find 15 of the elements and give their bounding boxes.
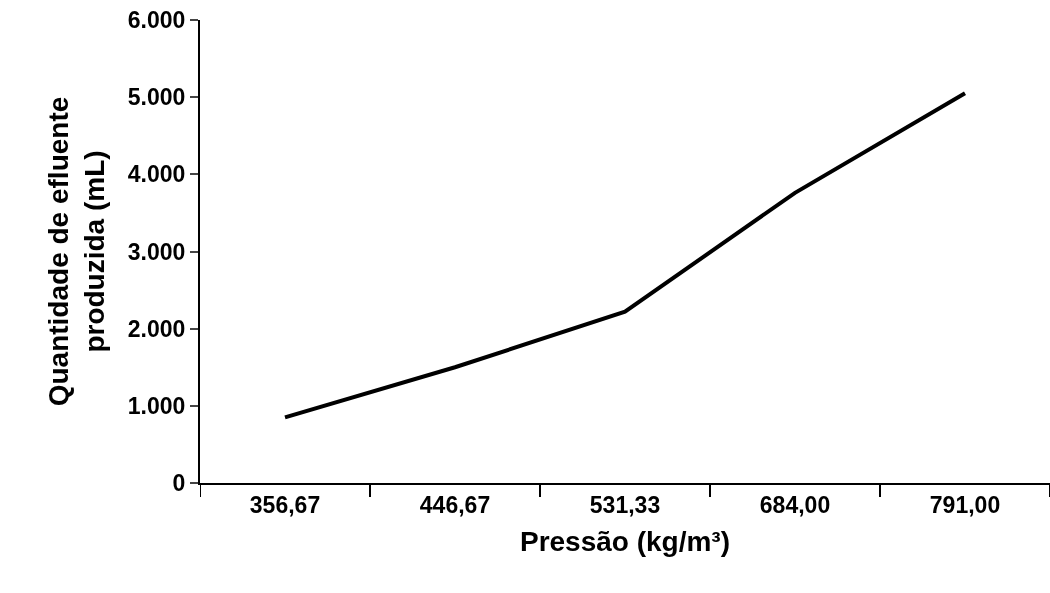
y-tick-label: 6.000	[127, 7, 186, 34]
line-series	[283, 91, 967, 420]
x-axis-title: Pressão (kg/m³)	[519, 526, 731, 558]
y-tick-label: 2.000	[127, 315, 186, 342]
y-tick-label: 1.000	[127, 392, 186, 419]
y-tick-label: 4.000	[127, 161, 186, 188]
x-tick-label: 531,33	[589, 491, 661, 518]
y-tick-label: 3.000	[127, 238, 186, 265]
x-tick-label: 791,00	[929, 491, 1001, 518]
x-tick-label: 684,00	[759, 491, 831, 518]
x-tick-label: 446,67	[419, 491, 491, 518]
y-axis-title: Quantidade de efluente produzida (mL)	[42, 96, 111, 407]
y-tick-label: 0	[172, 470, 186, 497]
y-tick-label: 5.000	[127, 84, 186, 111]
x-tick-label: 356,67	[249, 491, 321, 518]
